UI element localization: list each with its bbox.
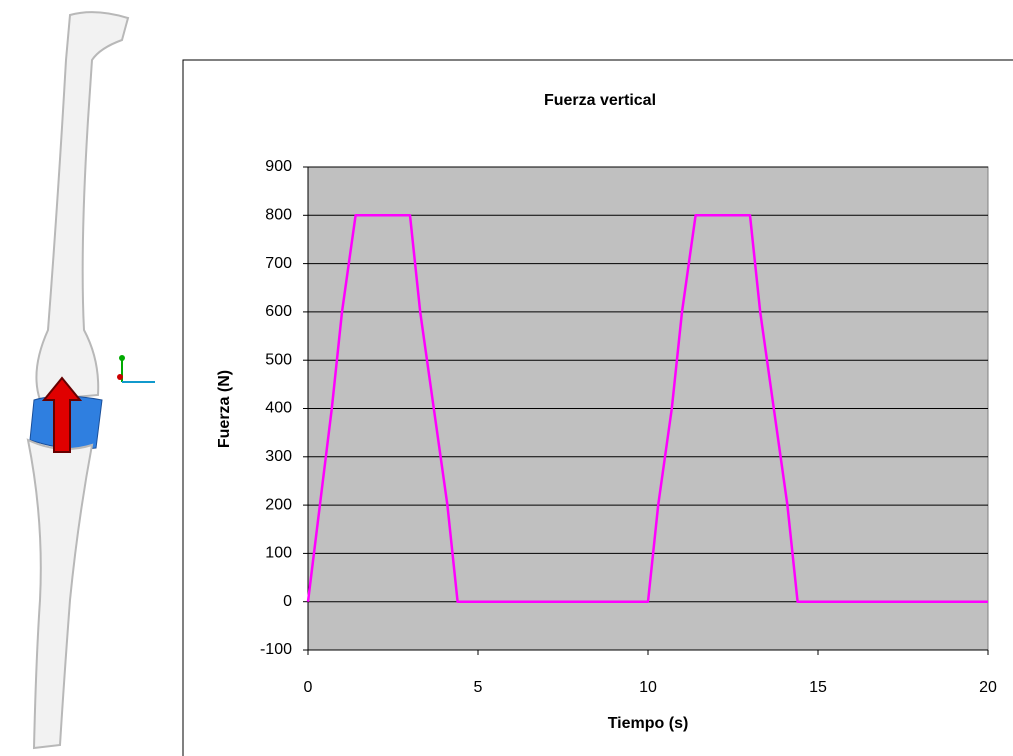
- plot-area: -100 0 100 200 300 400 500 600 700 800 900 0 5 10 15 20: [260, 158, 997, 696]
- y-tick-label: 700: [265, 255, 292, 272]
- x-tick-label: 15: [809, 679, 827, 696]
- x-tick-label: 5: [474, 679, 483, 696]
- data-line: [306, 214, 988, 603]
- y-tick-label: 500: [265, 351, 292, 368]
- y-tick-label: -100: [260, 641, 292, 658]
- x-tick-label: 20: [979, 679, 997, 696]
- y-tick-label: 400: [265, 400, 292, 417]
- x-tick-label: 0: [304, 679, 313, 696]
- x-axis-label: Tiempo (s): [608, 715, 689, 732]
- y-tick-label: 600: [265, 303, 292, 320]
- y-tick-label: 900: [265, 158, 292, 175]
- y-axis-label: Fuerza (N): [216, 370, 233, 448]
- y-tick-label: 200: [265, 496, 292, 513]
- chart-title: Fuerza vertical: [544, 92, 656, 109]
- y-tick-label: 800: [265, 207, 292, 224]
- y-tick-label: 0: [283, 593, 292, 610]
- y-tick-label: 100: [265, 545, 292, 562]
- y-tick-label: 300: [265, 448, 292, 465]
- bone-model: [26, 11, 155, 750]
- x-tick-label: 10: [639, 679, 657, 696]
